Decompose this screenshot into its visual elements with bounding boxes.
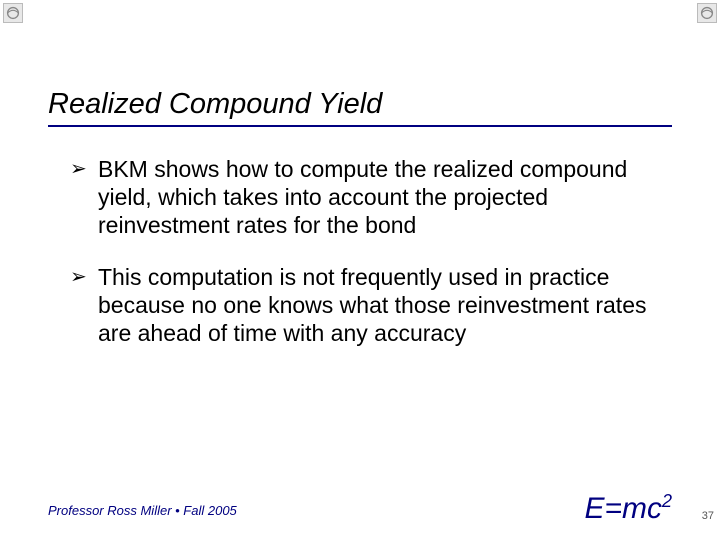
list-item: ➢ This computation is not frequently use… — [70, 263, 660, 347]
bullet-text: BKM shows how to compute the realized co… — [98, 155, 660, 239]
list-item: ➢ BKM shows how to compute the realized … — [70, 155, 660, 239]
formula-base: E=mc — [584, 492, 662, 525]
bullet-icon: ➢ — [70, 155, 98, 183]
ie-icon — [697, 3, 717, 23]
bullet-icon: ➢ — [70, 263, 98, 291]
bullet-text: This computation is not frequently used … — [98, 263, 660, 347]
slide-body: ➢ BKM shows how to compute the realized … — [70, 155, 660, 371]
slide-title: Realized Compound Yield — [48, 88, 672, 127]
footer-formula: E=mc2 — [584, 492, 672, 526]
page-number: 37 — [702, 510, 714, 522]
footer-author: Professor Ross Miller • Fall 2005 — [48, 503, 237, 518]
ie-icon — [3, 3, 23, 23]
slide: Realized Compound Yield ➢ BKM shows how … — [0, 0, 720, 540]
formula-exp: 2 — [662, 491, 672, 511]
